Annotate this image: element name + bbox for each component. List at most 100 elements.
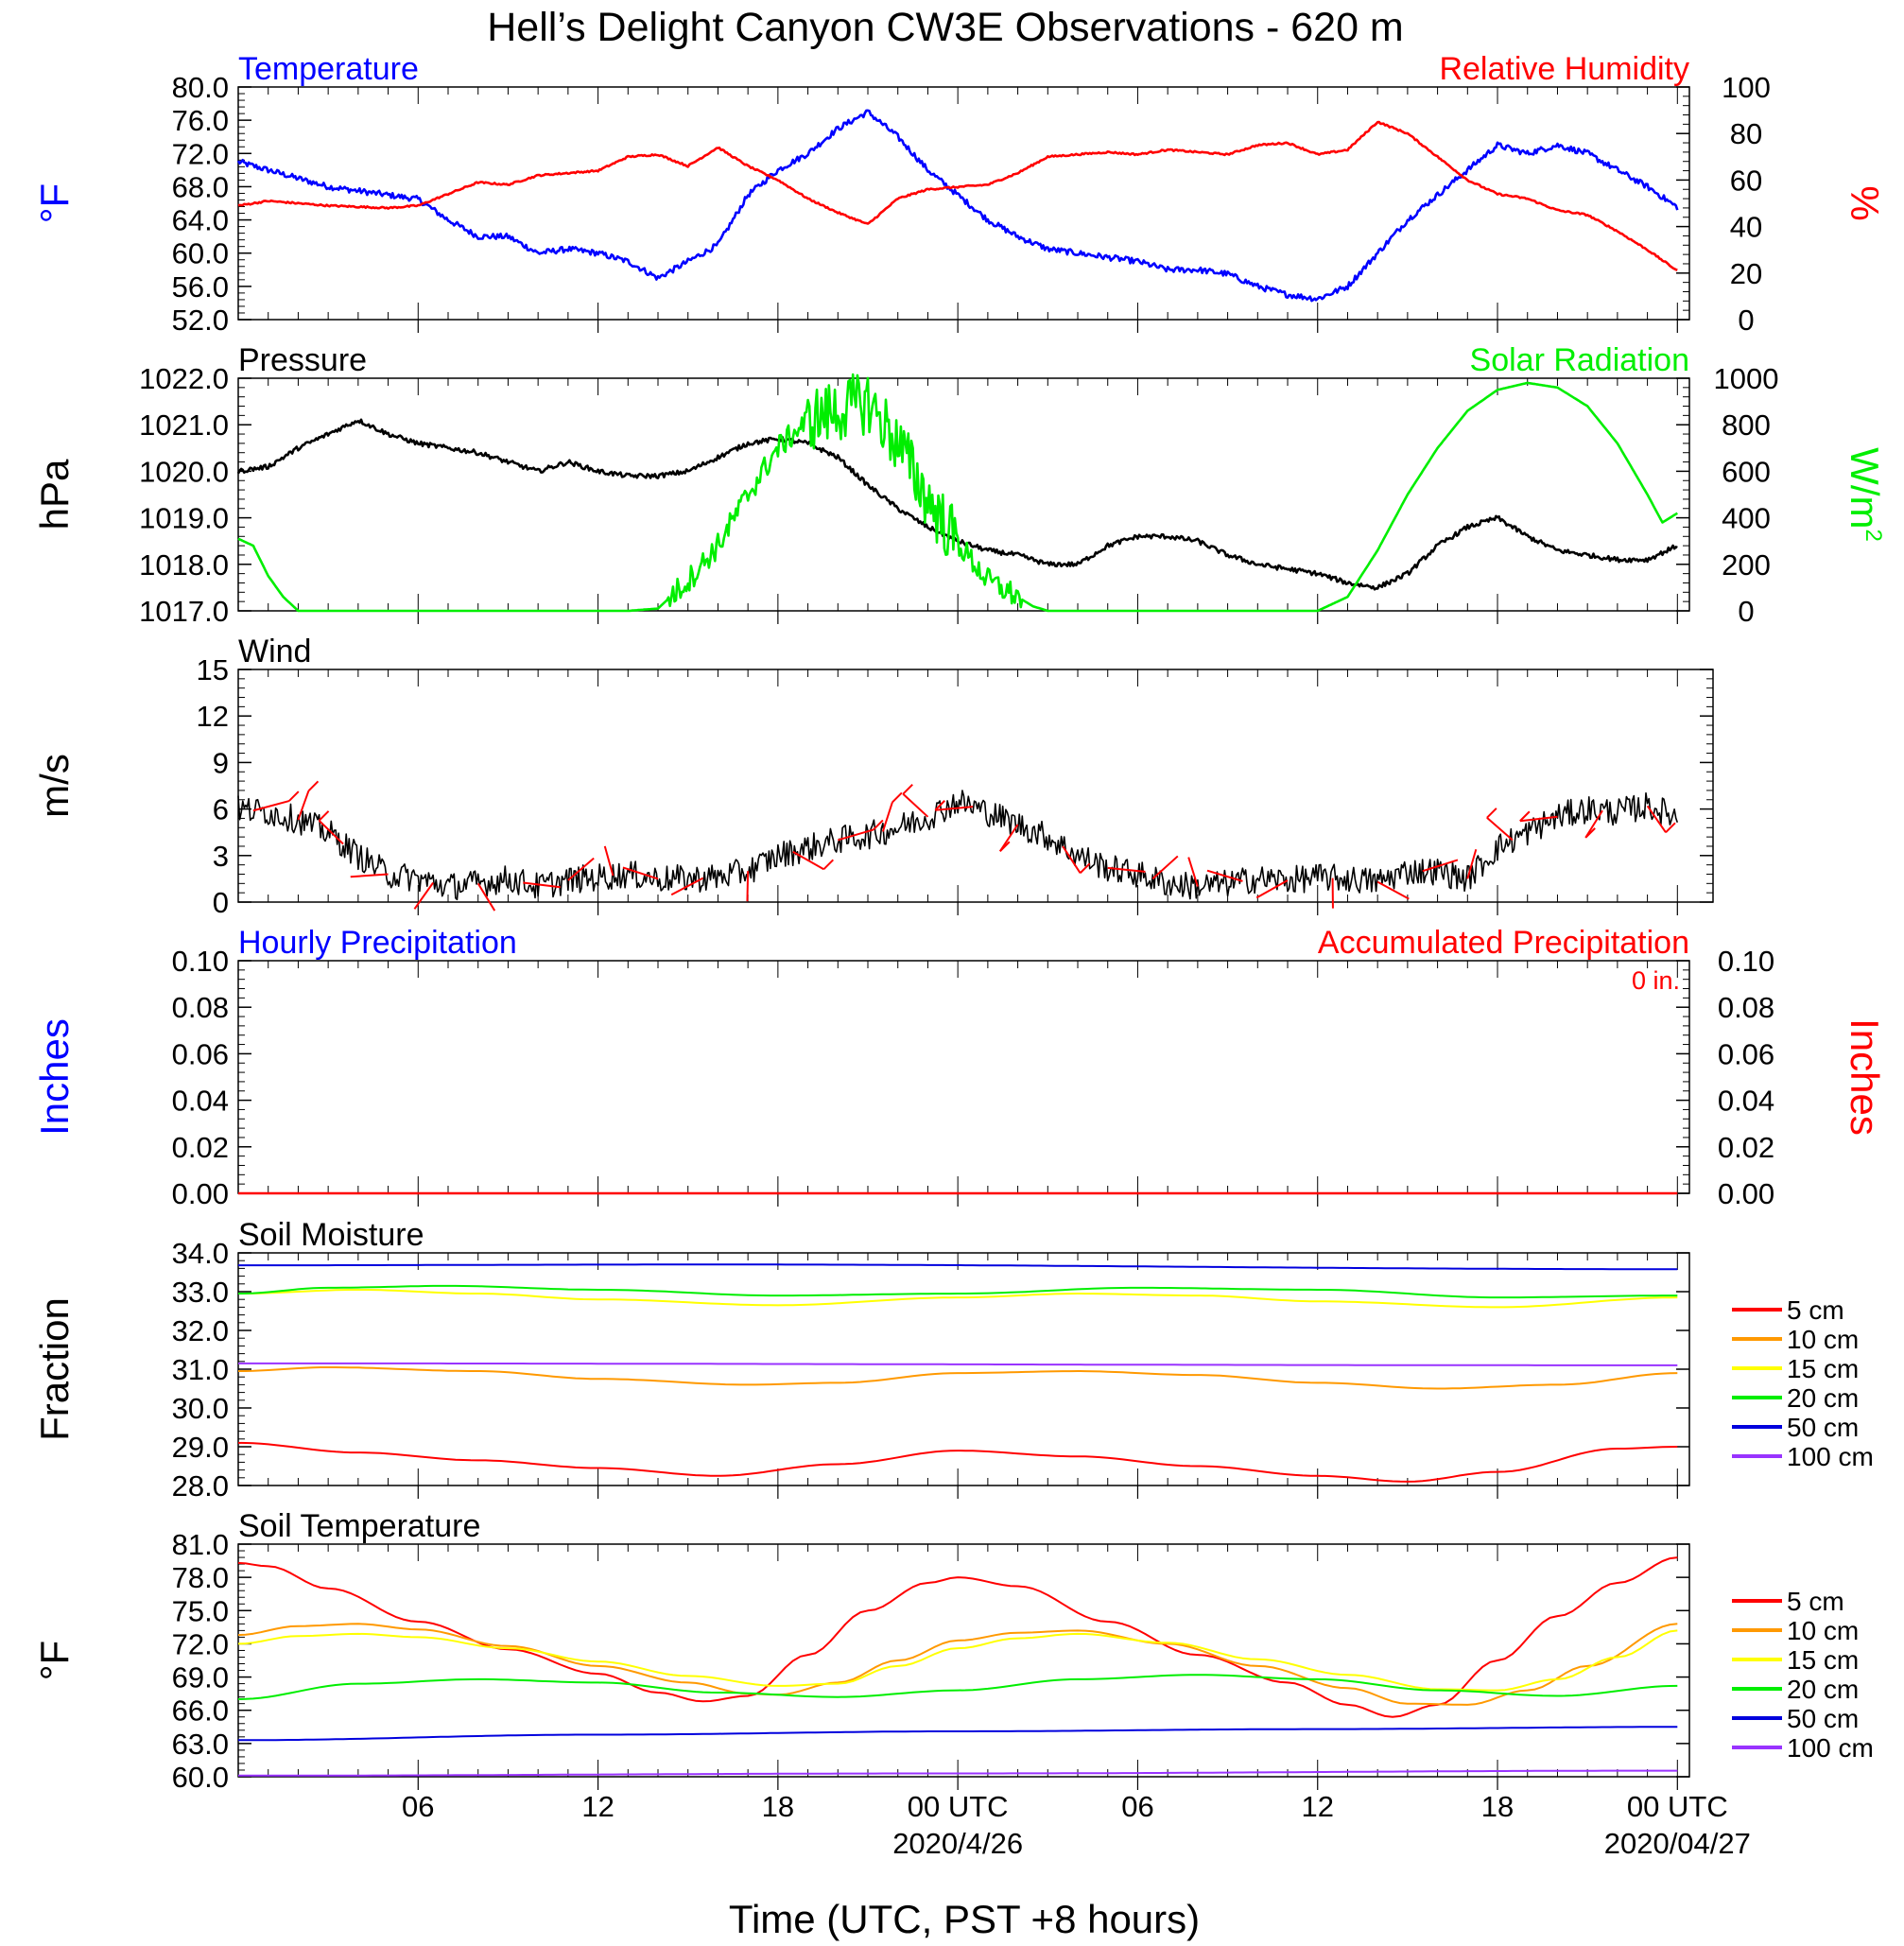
wind-barb (567, 857, 595, 881)
y-tick-label-left: 29.0 (172, 1431, 229, 1464)
plot-frame (237, 377, 1690, 612)
y-tick-label-left: 78.0 (172, 1561, 229, 1594)
y-tick-label-left: 1020.0 (139, 455, 229, 488)
wind-barb (1646, 805, 1667, 833)
wind-barb (902, 792, 929, 818)
panel-title-right: Accumulated Precipitation (1318, 925, 1689, 961)
wind-barb (746, 871, 750, 902)
y-tick-label-left: 30.0 (172, 1392, 229, 1425)
wind-barb (318, 820, 344, 845)
y-tick-label-right: 0.02 (1718, 1131, 1774, 1164)
y-tick-label-left: 0.08 (172, 991, 229, 1024)
series-line-temperature (236, 109, 1679, 303)
wind-barb (792, 850, 824, 871)
y-tick-label-left: 80.0 (172, 71, 229, 104)
y-tick-label-right: 1000 (1714, 362, 1779, 395)
wind-barb (1187, 857, 1199, 887)
y-tick-label-left: 1017.0 (139, 595, 229, 628)
y-tick-label-left: 0.10 (172, 945, 229, 978)
x-tick-label: 12 (1301, 1790, 1333, 1823)
y-tick-label-right: 0.04 (1718, 1085, 1774, 1118)
wind-barb (1062, 845, 1082, 874)
y-tick-label-left: 28.0 (172, 1469, 229, 1503)
wind-barb-flag (1486, 808, 1497, 819)
x-tick-label: 12 (581, 1790, 614, 1823)
y-tick-label-left: 15 (197, 653, 229, 686)
y-tick-label-left: 0 (213, 886, 229, 919)
x-tick-label: 06 (402, 1790, 434, 1823)
wind-barb-flag (1079, 862, 1091, 875)
x-axis-label: Time (UTC, PST +8 hours) (729, 1897, 1200, 1941)
wind-barb-flag (307, 780, 320, 792)
wind-barb (881, 802, 893, 832)
wind-barb-flag (822, 859, 834, 870)
x-tick-label: 18 (1481, 1790, 1514, 1823)
y-tick-label-left: 0.04 (172, 1085, 229, 1118)
panel-3: Hourly Precipitation Accumulated Precipit… (32, 925, 1887, 1210)
y-tick-label-left: 69.0 (172, 1661, 229, 1694)
wind-barb (935, 806, 974, 811)
panel-5: Soil Temperature 60.063.066.069.072.075.0… (32, 1508, 1874, 1794)
wind-barb-flag (891, 791, 903, 804)
series-line-100-cm (238, 1362, 1678, 1366)
wind-barb (1584, 809, 1603, 839)
series-line-50-cm (238, 1263, 1678, 1271)
y-tick-label-left: 9 (213, 746, 229, 779)
y-tick-label-left: 33.0 (172, 1276, 229, 1309)
y-tick-label-left: 34.0 (172, 1237, 229, 1270)
y-tick-label-right: 600 (1722, 455, 1771, 488)
y-axis-label-right: W/m2 (1843, 447, 1887, 542)
y-tick-label-right: 400 (1722, 502, 1771, 535)
y-tick-label-right: 0.06 (1718, 1037, 1774, 1070)
y-tick-label-left: 63.0 (172, 1728, 229, 1761)
legend-label: 5 cm (1787, 1295, 1844, 1325)
y-tick-label-right: 60 (1730, 164, 1762, 197)
y-tick-label-right: 200 (1722, 548, 1771, 582)
y-tick-label-right: 80 (1730, 117, 1762, 150)
y-tick-label-right: 0 (1738, 304, 1754, 337)
wind-barb (350, 873, 389, 878)
y-tick-label-left: 60.0 (172, 1761, 229, 1794)
series-line-10-cm (238, 1366, 1678, 1390)
y-tick-label-left: 1022.0 (139, 362, 229, 395)
panel-title-left: Hourly Precipitation (238, 925, 517, 961)
y-axis-label-left: hPa (32, 459, 77, 530)
x-date-label: 2020/4/26 (892, 1827, 1023, 1860)
y-tick-label-right: 800 (1722, 408, 1771, 442)
series-line-20-cm (237, 1674, 1678, 1700)
wind-barb (413, 881, 434, 910)
y-tick-label-right: 0.00 (1718, 1177, 1774, 1210)
y-tick-label-right: 100 (1722, 71, 1771, 104)
wind-barb (622, 866, 659, 880)
y-axis-label-left: m/s (32, 754, 77, 818)
panel-title-left: Temperature (238, 51, 419, 87)
legend-label: 15 cm (1787, 1645, 1859, 1675)
wind-barb-flag (902, 783, 913, 795)
y-tick-label-left: 0.00 (172, 1177, 229, 1210)
y-tick-label-left: 32.0 (172, 1314, 229, 1347)
plot-frame (237, 86, 1690, 321)
y-tick-label-right: 0.08 (1718, 991, 1774, 1024)
y-tick-label-left: 1018.0 (139, 548, 229, 582)
wind-barb (1486, 817, 1514, 842)
wind-barb (523, 881, 561, 889)
x-tick-label: 00 UTC (908, 1790, 1009, 1823)
y-tick-label-left: 66.0 (172, 1694, 229, 1728)
y-tick-label-left: 3 (213, 840, 229, 873)
wind-barb (1422, 859, 1459, 873)
panel-4: Soil Moisture 28.0 29.0 30.0 31.0 32.0 33.0 34.… (32, 1217, 1874, 1503)
wind-barb (1466, 848, 1478, 879)
wind-barb-flag (999, 841, 1011, 852)
wind-barb-flag (288, 791, 300, 802)
wind-barb-flag (1584, 827, 1596, 839)
legend-label: 5 cm (1787, 1587, 1844, 1616)
x-date-label: 2020/04/27 (1604, 1827, 1751, 1860)
panel-title-right: Relative Humidity (1439, 51, 1689, 87)
series-line-wind-speed (237, 790, 1679, 901)
series-line-15-cm (237, 1629, 1678, 1692)
wind-barb-flag (318, 810, 330, 822)
series-line-solar-radiation (237, 373, 1678, 613)
series-line-10-cm (237, 1623, 1678, 1706)
series-line-100-cm (238, 1769, 1678, 1777)
